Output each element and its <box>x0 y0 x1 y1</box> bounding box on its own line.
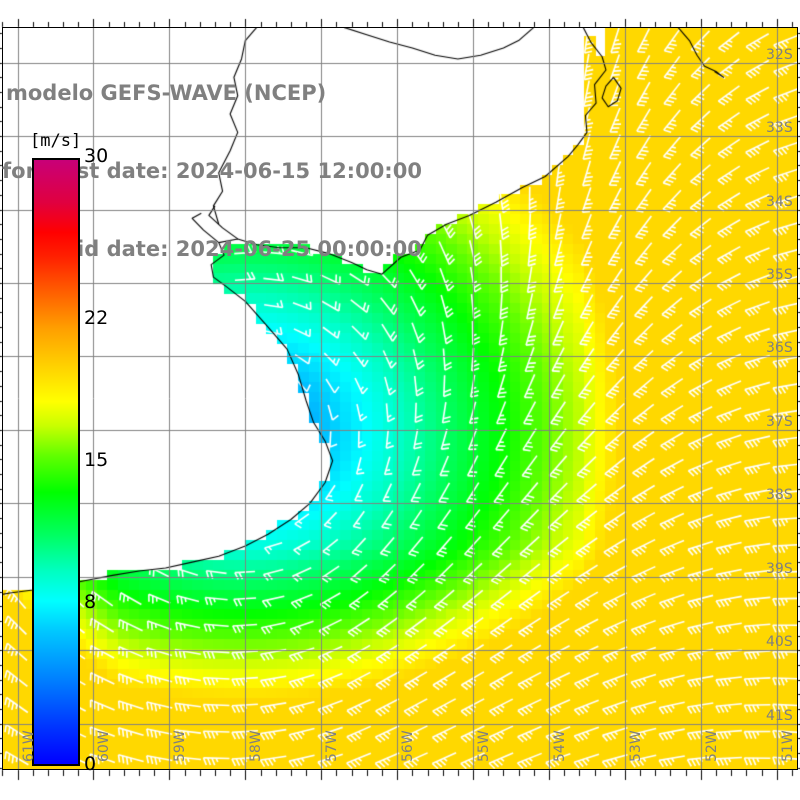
lon-label-52W: 52W <box>703 730 720 762</box>
lat-label-41S: 41S <box>766 707 793 724</box>
lon-label-56W: 56W <box>400 730 417 762</box>
lat-label-40S: 40S <box>766 634 793 651</box>
lat-label-36S: 36S <box>766 340 793 357</box>
colorbar-gradient <box>32 158 80 766</box>
lon-label-59W: 59W <box>172 730 189 762</box>
lat-label-35S: 35S <box>766 266 793 283</box>
colorbar-tick-0: 0 <box>84 753 97 775</box>
lat-label-39S: 39S <box>766 560 793 577</box>
lon-label-57W: 57W <box>324 730 341 762</box>
colorbar-tick-15: 15 <box>84 449 109 471</box>
colorbar-tick-22: 22 <box>84 307 109 330</box>
lat-label-38S: 38S <box>766 487 793 504</box>
title-model-line: modelo GEFS-WAVE (NCEP) <box>6 81 327 105</box>
colorbar <box>32 158 80 766</box>
lon-label-53W: 53W <box>627 730 644 762</box>
lon-label-58W: 58W <box>248 730 265 762</box>
lon-label-55W: 55W <box>476 730 493 762</box>
colorbar-tick-8: 8 <box>84 590 97 613</box>
lat-label-32S: 32S <box>766 46 793 63</box>
lat-label-37S: 37S <box>766 413 793 430</box>
map-title-block: modelo GEFS-WAVE (NCEP) forecast date: 2… <box>0 28 520 314</box>
lat-label-34S: 34S <box>766 193 793 210</box>
lon-label-60W: 60W <box>96 730 113 762</box>
colorbar-unit-label: [m/s] <box>30 131 82 151</box>
colorbar-tick-30: 30 <box>84 145 109 167</box>
lat-label-33S: 33S <box>766 120 793 137</box>
lon-label-54W: 54W <box>551 730 568 762</box>
lon-label-51W: 51W <box>779 730 796 762</box>
lon-label-61W: 61W <box>20 730 37 762</box>
